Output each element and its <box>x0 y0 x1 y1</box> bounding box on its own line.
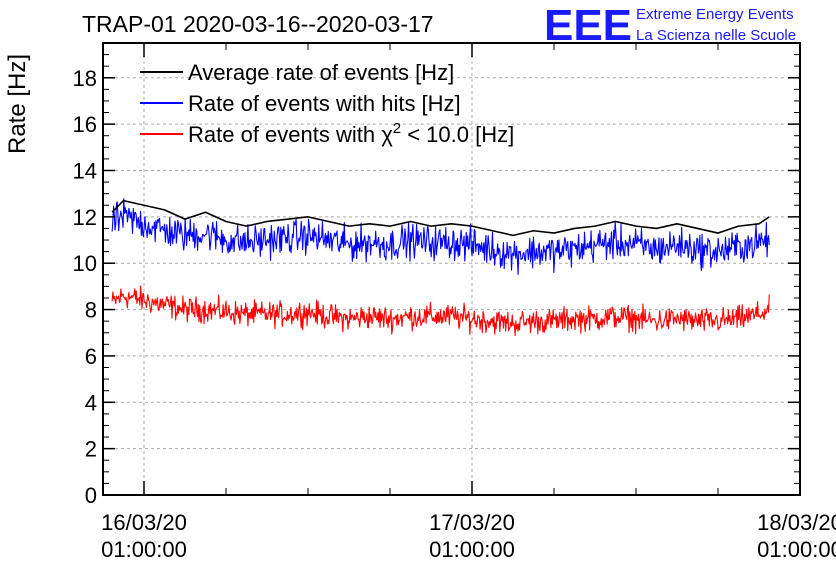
eee-logo: EEE Extreme Energy Events La Scienza nel… <box>544 1 796 50</box>
eee-logo-line1: Extreme Energy Events <box>636 6 794 23</box>
y-tick-label: 0 <box>85 483 97 508</box>
x-axis: 16/03/2001:00:0017/03/2001:00:0018/03/20… <box>101 43 836 562</box>
x-tick-time: 01:00:00 <box>429 537 515 562</box>
legend-entry: Rate of events with χ2 < 10.0 [Hz] <box>188 120 514 147</box>
x-tick-time: 01:00:00 <box>101 537 187 562</box>
y-tick-label: 14 <box>73 158 97 183</box>
x-tick-date: 18/03/20 <box>757 510 836 535</box>
eee-logo-line2: La Scienza nelle Scuole <box>636 27 796 44</box>
y-tick-label: 8 <box>85 298 97 323</box>
y-axis-label: Rate [Hz] <box>4 54 31 154</box>
y-tick-label: 18 <box>73 66 97 91</box>
y-tick-label: 10 <box>73 251 97 276</box>
y-tick-label: 4 <box>85 390 97 415</box>
legend-entry: Rate of events with hits [Hz] <box>188 91 461 116</box>
chart-title: TRAP-01 2020-03-16--2020-03-17 <box>82 11 434 37</box>
series-line-1 <box>111 199 770 237</box>
x-tick-date: 17/03/20 <box>429 510 515 535</box>
series-line-2 <box>111 198 770 275</box>
y-axis: 0 2 4 6 8 10 12 14 16 18 <box>73 54 800 508</box>
y-tick-label: 6 <box>85 344 97 369</box>
y-tick-label: 2 <box>85 437 97 462</box>
eee-logo-mark: EEE <box>544 1 632 50</box>
series-line-3 <box>111 285 770 337</box>
series-layer <box>111 198 770 337</box>
plot-frame <box>102 42 801 496</box>
y-tick-label: 12 <box>73 205 97 230</box>
legend: Average rate of events [Hz] Rate of event… <box>140 60 514 147</box>
x-tick-date: 16/03/20 <box>101 510 187 535</box>
y-tick-label: 16 <box>73 112 97 137</box>
legend-entry: Average rate of events [Hz] <box>188 60 454 85</box>
x-tick-time: 01:00:00 <box>757 537 836 562</box>
